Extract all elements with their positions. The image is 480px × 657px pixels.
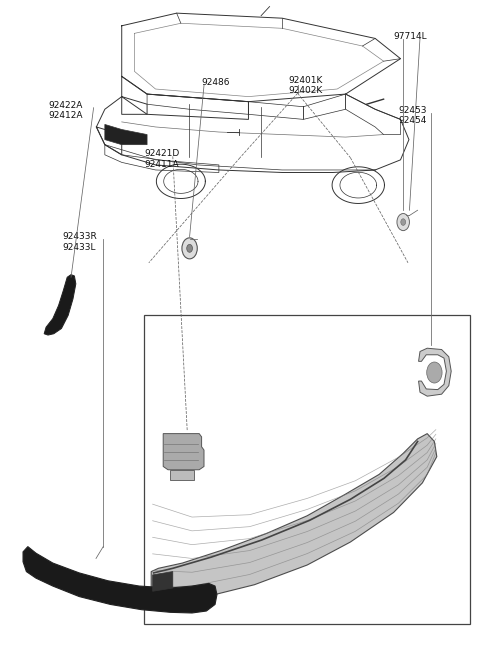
Text: 92454: 92454 bbox=[398, 116, 427, 125]
Polygon shape bbox=[105, 124, 147, 145]
Text: 92422A: 92422A bbox=[48, 101, 83, 110]
Circle shape bbox=[182, 238, 197, 259]
Text: 92433L: 92433L bbox=[62, 242, 96, 252]
Polygon shape bbox=[151, 434, 437, 603]
Bar bbox=[144, 315, 470, 624]
Circle shape bbox=[401, 219, 406, 225]
Text: 92453: 92453 bbox=[398, 106, 427, 115]
Polygon shape bbox=[419, 348, 451, 396]
Polygon shape bbox=[170, 470, 194, 480]
Text: 92402K: 92402K bbox=[288, 86, 322, 95]
Text: 92401K: 92401K bbox=[288, 76, 323, 85]
Text: 92411A: 92411A bbox=[144, 160, 179, 169]
Text: 92486: 92486 bbox=[202, 78, 230, 87]
Text: 92421D: 92421D bbox=[144, 149, 179, 158]
Polygon shape bbox=[23, 547, 217, 613]
Polygon shape bbox=[153, 572, 173, 591]
Circle shape bbox=[187, 244, 192, 252]
Text: 92433R: 92433R bbox=[62, 232, 97, 241]
Circle shape bbox=[397, 214, 409, 231]
Text: 92412A: 92412A bbox=[48, 111, 83, 120]
Circle shape bbox=[427, 362, 442, 383]
Polygon shape bbox=[44, 275, 76, 335]
Text: 97714L: 97714L bbox=[394, 32, 427, 41]
Polygon shape bbox=[163, 434, 204, 470]
